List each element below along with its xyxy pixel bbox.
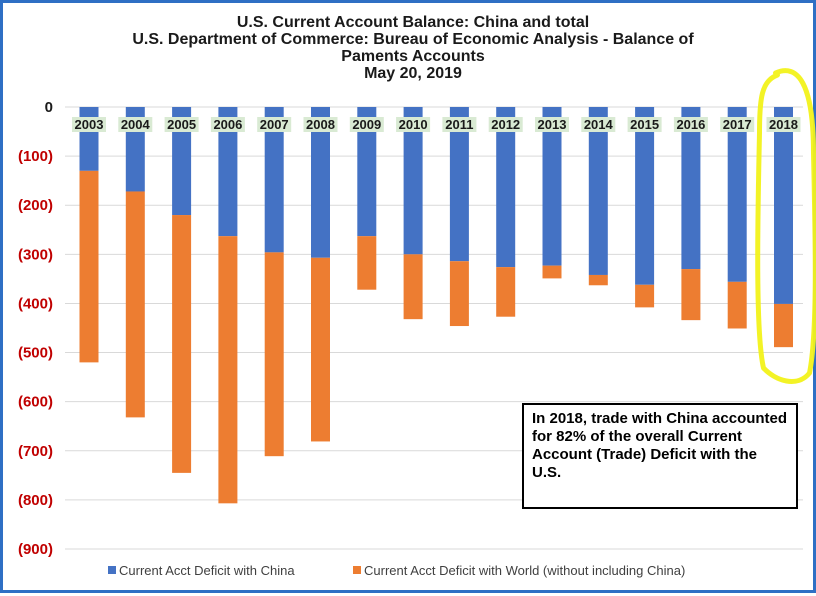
category-label-bg [396,117,431,132]
y-axis-tick-labels: 0 (100) (200) (300) (400) (500) (600) (700) (800… [18,99,53,558]
title-line-1: U.S. Current Account Balance: China and … [236,14,590,31]
bar-china [172,107,192,216]
bar-world-ex-china [125,191,145,418]
category-label: 2017 [723,117,752,132]
bar-world-ex-china [403,254,423,320]
bar-world-ex-china [681,269,701,321]
category-label: 2003 [75,117,104,132]
title-line-2: U.S. Department of Commerce: Bureau of E… [132,31,694,48]
category-label: 2010 [399,117,428,132]
bar-chart: 0 (100) (200) (300) (400) (500) (600) (700) (800… [18,68,816,578]
bar-world-ex-china [311,257,330,442]
chart-title: U.S. Current Account Balance: China and … [63,14,763,82]
y-tick-label: (800) [18,492,53,509]
bar-china [218,107,238,237]
category-labels: 2003 2004 2005 2006 2007 2008 2009 2010 2011 2012… [72,117,801,132]
category-label: 2014 [584,117,614,132]
annotation-box: In 2018, trade with China accounted for … [522,403,798,509]
bar-world-ex-china [218,236,238,504]
y-tick-label: (300) [18,246,53,263]
y-tick-label: (100) [18,148,53,165]
bar-china [357,107,377,237]
y-tick-label: (900) [18,541,53,558]
category-label-bg [72,117,106,132]
highlight-2018 [755,68,816,384]
bar-china [449,107,469,262]
category-label-bg [442,117,477,132]
category-label-bg [257,117,292,132]
bar-world-ex-china [774,303,793,348]
category-label-bg [164,117,199,132]
y-tick-label: (700) [18,443,53,460]
category-label-bg [303,117,338,132]
category-label: 2004 [121,117,151,132]
legend-swatch [108,566,116,574]
bar-china [264,107,284,253]
bar-world-ex-china [588,274,608,286]
title-line-4: May 20, 2019 [364,65,462,82]
category-label: 2007 [260,117,289,132]
category-label: 2009 [352,117,381,132]
category-label-bg [673,117,708,132]
bar-world-ex-china [264,252,284,457]
title-line-3: Paments Accounts [341,48,485,65]
bar-world-ex-china [449,261,469,327]
bar-world-ex-china [172,215,192,473]
category-label: 2013 [538,117,567,132]
bar-china [588,107,608,275]
bars [79,107,793,504]
bar-china [681,107,701,270]
category-label: 2016 [676,117,705,132]
category-label-bg [488,117,523,132]
y-tick-label: 0 [45,99,53,116]
bar-china [403,107,423,255]
legend-label: Current Acct Deficit with World (without… [364,563,685,578]
category-label: 2006 [213,117,242,132]
bar-china [542,107,562,266]
y-tick-label: (500) [18,345,53,362]
bar-world-ex-china [357,236,377,290]
category-label: 2018 [769,117,798,132]
category-label-bg [535,117,569,132]
category-label: 2005 [167,117,196,132]
category-label-bg [581,117,616,132]
y-tick-label: (400) [18,295,53,312]
legend-label: Current Acct Deficit with China [119,563,295,578]
bar-world-ex-china [542,265,562,279]
y-tick-label: (600) [18,394,53,411]
bar-world-ex-china [635,284,655,308]
bar-world-ex-china [496,267,516,317]
category-label: 2008 [306,117,335,132]
category-label: 2015 [630,117,659,132]
bar-china [635,107,655,285]
y-tick-label: (200) [18,197,53,214]
bar-china [496,107,516,268]
highlight-circle [755,68,816,384]
category-label-bg [210,117,245,132]
category-label: 2011 [445,117,473,132]
bar-china [727,107,747,282]
category-label-bg [118,117,153,132]
category-label-bg [627,117,662,132]
category-label: 2012 [491,117,520,132]
category-label-bg [766,117,801,132]
category-label-bg [720,117,755,132]
bar-world-ex-china [79,170,99,363]
category-label-bg [349,117,384,132]
bar-china [774,107,793,304]
bar-china [311,107,330,258]
legend: Current Acct Deficit with China Current A… [108,563,685,578]
legend-swatch [353,566,361,574]
bar-world-ex-china [727,281,747,329]
